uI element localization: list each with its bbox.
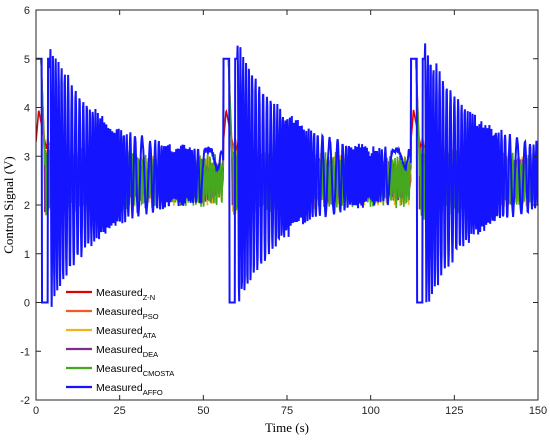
x-axis-label: Time (s) — [265, 420, 309, 435]
legend-entry-cmosta: MeasuredCMOSTA — [66, 363, 174, 378]
x-tick-label: 100 — [361, 405, 379, 417]
x-tick-label: 75 — [281, 405, 293, 417]
y-tick-label: -2 — [20, 395, 30, 407]
y-tick-label: 0 — [24, 298, 30, 310]
legend-entry-ata: MeasuredATA — [66, 325, 156, 340]
y-tick-label: 1 — [24, 249, 30, 261]
x-tick-label: 50 — [197, 405, 209, 417]
legend-entry-dea: MeasuredDEA — [66, 344, 158, 359]
legend-entry-affo: MeasuredAFFO — [66, 382, 163, 397]
y-axis-label: Control Signal (V) — [1, 156, 16, 254]
x-tick-label: 125 — [445, 405, 463, 417]
legend-label: MeasuredAFFO — [96, 382, 163, 397]
y-tick-label: -1 — [20, 346, 30, 358]
legend-entry-z-n: MeasuredZ-N — [66, 287, 155, 302]
legend-label: MeasuredCMOSTA — [96, 363, 174, 378]
y-tick-label: 6 — [24, 5, 30, 17]
y-tick-label: 4 — [24, 103, 30, 115]
x-tick-label: 25 — [114, 405, 126, 417]
legend-label: MeasuredATA — [96, 325, 156, 340]
series-line-affo — [36, 43, 538, 307]
legend-label: MeasuredZ-N — [96, 287, 155, 302]
x-tick-label: 0 — [33, 405, 39, 417]
axes: 0 25 50 75 100 125 150 -2 -1 0 1 2 3 4 5 6 — [20, 5, 547, 417]
plot-area — [36, 43, 538, 307]
x-tick-label: 150 — [529, 405, 547, 417]
y-tick-label: 2 — [24, 200, 30, 212]
legend-entry-pso: MeasuredPSO — [66, 306, 159, 321]
legend: MeasuredZ-N MeasuredPSO MeasuredATA Measure… — [66, 287, 174, 397]
legend-label: MeasuredDEA — [96, 344, 158, 359]
legend-label: MeasuredPSO — [96, 306, 159, 321]
y-tick-label: 5 — [24, 54, 30, 66]
y-tick-label: 3 — [24, 151, 30, 163]
